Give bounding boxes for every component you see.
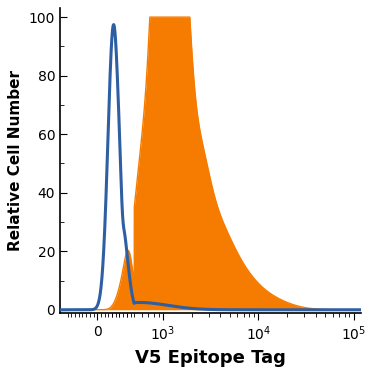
Y-axis label: Relative Cell Number: Relative Cell Number bbox=[8, 70, 23, 251]
X-axis label: V5 Epitope Tag: V5 Epitope Tag bbox=[135, 349, 286, 367]
